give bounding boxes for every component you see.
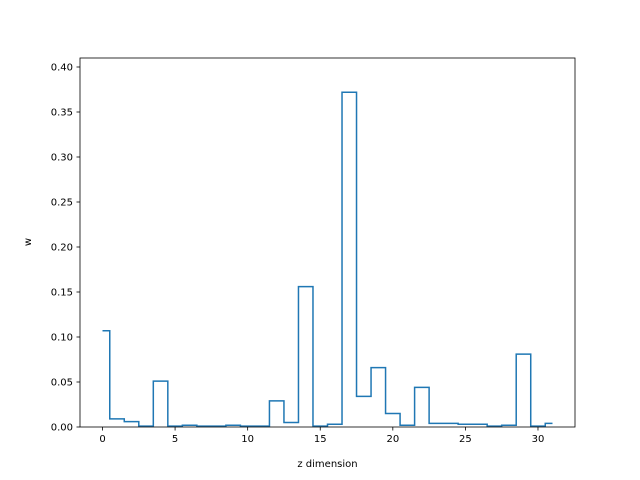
y-tick-label: 0.00: [51, 423, 73, 434]
y-tick-label: 0.25: [51, 198, 73, 209]
axes-frame: [79, 57, 576, 428]
x-tick-label: 25: [459, 434, 472, 445]
x-tick-label: 10: [241, 434, 254, 445]
x-axis-label: z dimension: [297, 459, 357, 470]
y-tick-label: 0.30: [51, 153, 73, 164]
y-axis-ticks: 0.00 0.05 0.10 0.15 0.20 0.25 0.30 0.35 0.40: [51, 63, 80, 434]
series-step-line: [102, 91, 553, 427]
y-tick-label: 0.20: [51, 243, 73, 254]
y-tick-label: 0.40: [51, 63, 73, 74]
plot-area: [79, 57, 576, 428]
y-tick-label: 0.05: [51, 378, 73, 389]
y-tick-label: 0.35: [51, 108, 73, 119]
x-tick-label: 0: [99, 434, 105, 445]
y-tick-label: 0.15: [51, 288, 73, 299]
x-tick-label: 20: [386, 434, 399, 445]
x-tick-label: 30: [532, 434, 545, 445]
y-axis-label: w: [23, 238, 34, 246]
x-tick-label: 5: [172, 434, 178, 445]
x-axis-ticks: 0 5 10 15 20 25 30: [99, 427, 544, 445]
y-tick-label: 0.10: [51, 333, 73, 344]
x-tick-label: 15: [314, 434, 327, 445]
